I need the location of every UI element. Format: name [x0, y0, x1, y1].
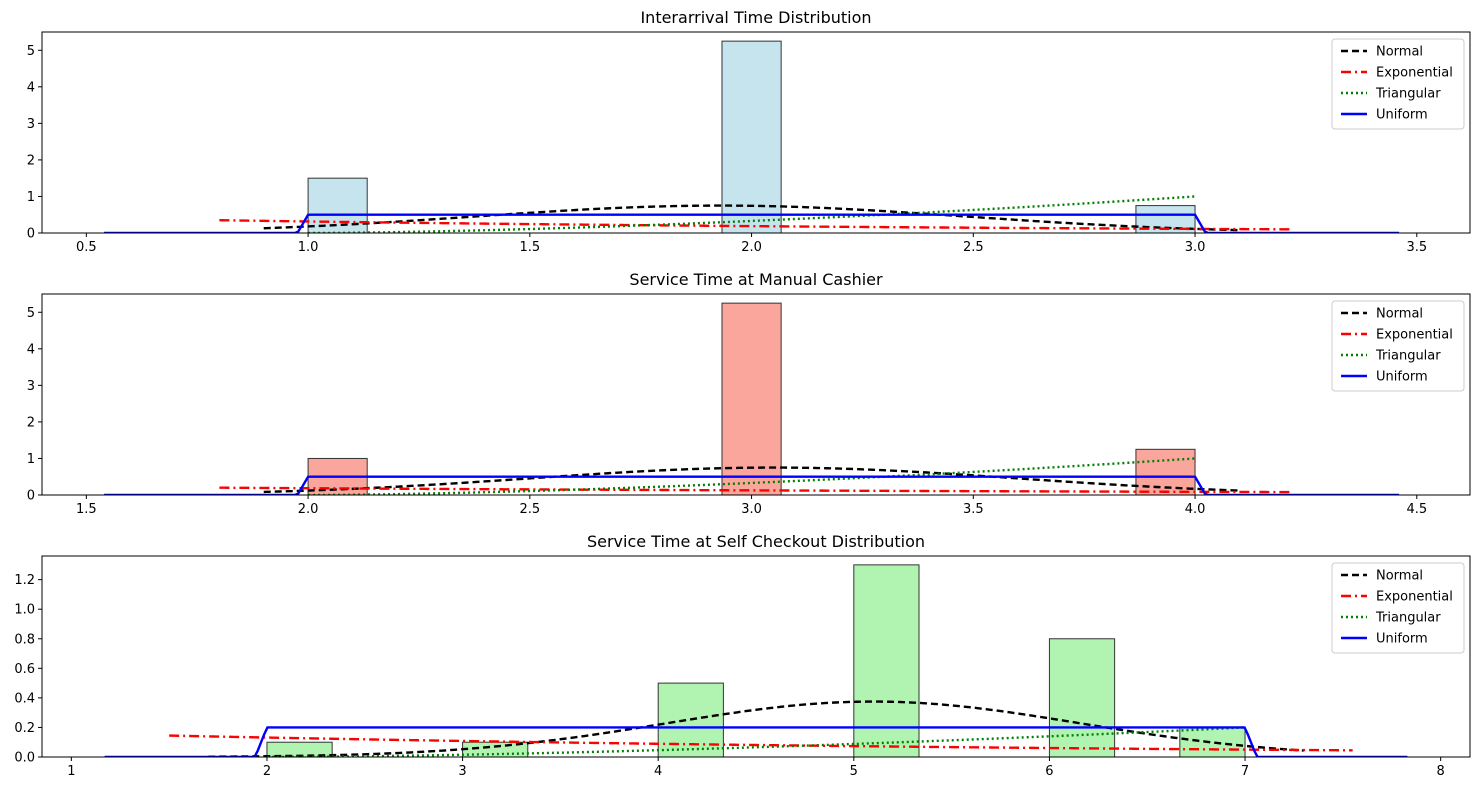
legend-label: Uniform [1376, 108, 1428, 123]
legend-label: Normal [1376, 45, 1423, 60]
series-line-exponential [219, 486, 1293, 494]
legend-box [1331, 38, 1465, 130]
y-tick-label: 0.8 [14, 632, 35, 647]
legend-label: Triangular [1375, 87, 1441, 102]
x-tick-label: 4 [654, 764, 662, 779]
chart-panel-2: Service Time at Manual Cashier 1.5 2.0 2.5 3… [27, 270, 1471, 517]
legend: Normal Exponential Triangular Uniform [1331, 562, 1465, 654]
x-tick-label: 2 [263, 764, 271, 779]
plot-frame [41, 31, 1471, 234]
series-line-exponential [219, 219, 1293, 231]
plot-frame [41, 293, 1471, 496]
histogram-bar [853, 564, 920, 758]
legend-label: Exponential [1376, 328, 1453, 343]
series-line-triangular [266, 726, 1246, 757]
x-tick-label: 1.5 [519, 240, 540, 255]
x-tick-label: 6 [1045, 764, 1053, 779]
legend-label: Uniform [1376, 370, 1428, 385]
x-tick-label: 2.5 [519, 502, 540, 517]
y-tick-label: 5 [27, 306, 35, 321]
chart-title: Service Time at Self Checkout Distributi… [587, 532, 925, 551]
y-tick-label: 1.2 [14, 573, 35, 588]
legend-label: Normal [1376, 307, 1423, 322]
x-tick-label: 3.0 [741, 502, 762, 517]
legend-label: Normal [1376, 569, 1423, 584]
y-tick-label: 1 [27, 452, 35, 467]
x-tick-label: 3.5 [963, 502, 984, 517]
x-tick-label: 3.5 [1406, 240, 1427, 255]
x-tick-label: 2.5 [963, 240, 984, 255]
chart-title: Service Time at Manual Cashier [629, 270, 883, 289]
x-tick-label: 8 [1437, 764, 1445, 779]
series-line-uniform [104, 213, 1400, 233]
x-tick-label: 4.5 [1406, 502, 1427, 517]
histogram-bar [1179, 726, 1246, 758]
y-tick-label: 4 [27, 80, 35, 95]
histogram-bar [721, 40, 782, 234]
y-tick-label: 3 [27, 117, 35, 132]
y-tick-label: 2 [27, 415, 35, 430]
plot-frame [41, 555, 1471, 758]
chart-panel-1: Interarrival Time Distribution 0.5 1.0 1.5 2… [27, 8, 1471, 255]
x-tick-label: 1.5 [76, 502, 97, 517]
x-tick-label: 0.5 [76, 240, 97, 255]
series-line-normal [208, 700, 1304, 757]
legend-label: Uniform [1376, 632, 1428, 647]
y-tick-label: 4 [27, 342, 35, 357]
series-line-uniform [104, 475, 1400, 495]
y-tick-label: 1 [27, 190, 35, 205]
y-tick-label: 3 [27, 379, 35, 394]
histogram-bar [1048, 638, 1116, 758]
x-tick-label: 4.0 [1185, 502, 1206, 517]
y-tick-label: 0.0 [14, 751, 35, 766]
y-tick-label: 1.0 [14, 603, 35, 618]
legend-box [1331, 562, 1465, 654]
legend-label: Exponential [1376, 66, 1453, 81]
legend-box [1331, 300, 1465, 392]
x-tick-label: 2.0 [298, 502, 319, 517]
y-tick-label: 0.6 [14, 662, 35, 677]
legend: Normal Exponential Triangular Uniform [1331, 38, 1465, 130]
histogram-bar [721, 302, 782, 496]
y-tick-label: 0 [27, 489, 35, 504]
y-tick-label: 5 [27, 44, 35, 59]
x-tick-label: 7 [1241, 764, 1249, 779]
legend-label: Triangular [1375, 349, 1441, 364]
x-tick-label: 1.0 [298, 240, 319, 255]
x-tick-label: 3.0 [1185, 240, 1206, 255]
series-line-exponential [169, 734, 1353, 752]
x-tick-label: 1 [67, 764, 75, 779]
y-tick-label: 0.2 [14, 721, 35, 736]
y-tick-label: 0 [27, 227, 35, 242]
legend: Normal Exponential Triangular Uniform [1331, 300, 1465, 392]
x-tick-label: 2.0 [741, 240, 762, 255]
chart-title: Interarrival Time Distribution [640, 8, 871, 27]
chart-panel-3: Service Time at Self Checkout Distributi… [14, 532, 1471, 779]
y-tick-label: 0.4 [14, 691, 35, 706]
y-tick-label: 2 [27, 153, 35, 168]
legend-label: Exponential [1376, 590, 1453, 605]
x-tick-label: 3 [458, 764, 466, 779]
x-tick-label: 5 [850, 764, 858, 779]
series-line-normal [263, 466, 1240, 494]
series-line-normal [263, 204, 1240, 232]
legend-label: Triangular [1375, 611, 1441, 626]
series-line-uniform [104, 726, 1408, 757]
